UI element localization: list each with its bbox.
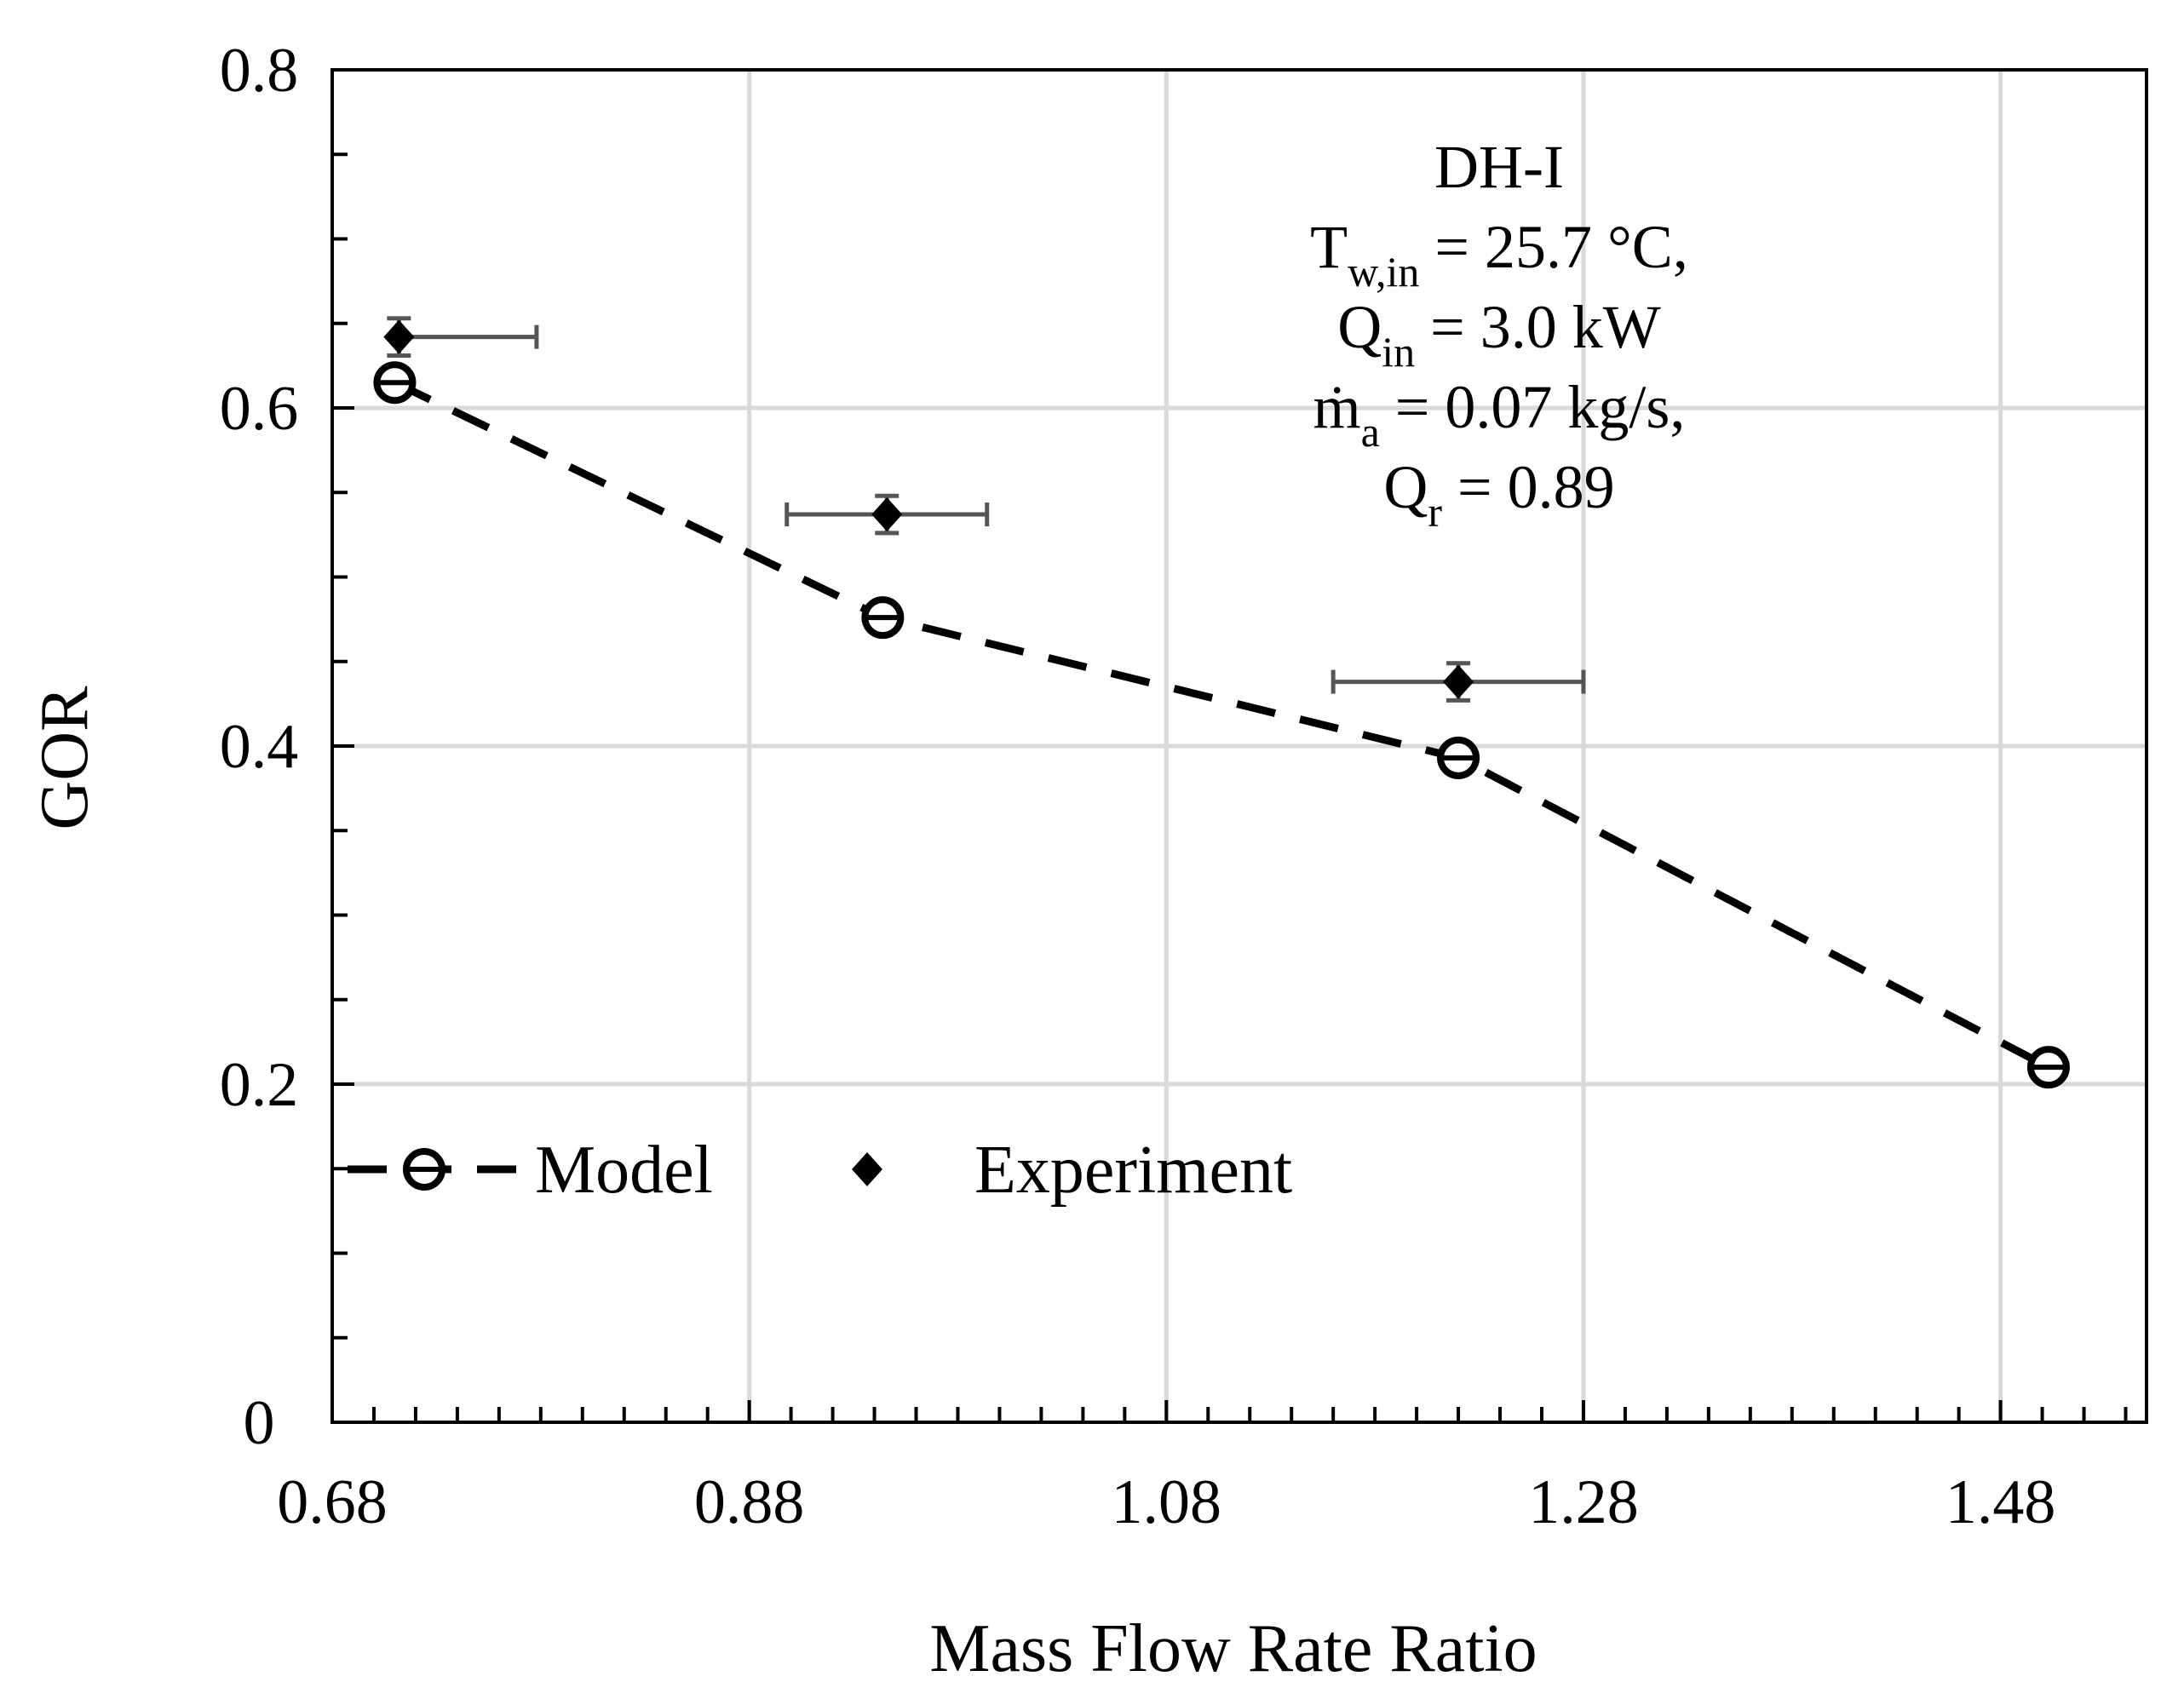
x-tick-label: 0.68 [277,1467,388,1537]
annotation-line-1: DH-I [1434,133,1564,201]
annotation-line-3: Qin = 3.0 kW [1337,293,1661,376]
experiment-point [1443,664,1474,699]
model-line [393,379,2051,1071]
series [373,316,2070,1089]
y-tick-label: 0 [244,1388,275,1458]
annotation-line-4: ṁa = 0.07 kg/s, [1313,373,1686,456]
x-tick-label: 1.08 [1112,1467,1222,1537]
legend-model-label: Model [535,1133,713,1208]
x-tick-label: 0.88 [694,1467,805,1537]
experiment-point [871,497,903,532]
y-tick-label: 0.6 [220,374,299,444]
x-tick-label: 1.48 [1945,1467,2056,1537]
legend: Model Experiment [348,1133,1292,1208]
grid [332,70,2147,1422]
annotation-line-5: Qr = 0.89 [1383,453,1614,536]
x-axis-title: Mass Flow Rate Ratio [929,1611,1537,1686]
x-tick-label: 1.28 [1528,1467,1639,1537]
y-tick-label: 0.8 [220,36,299,106]
y-axis-title: GOR [27,686,102,830]
y-tick-label: 0.2 [220,1050,299,1120]
legend-experiment-marker [852,1152,882,1186]
annotation-line-2: Tw,in = 25.7 °C, [1310,213,1688,296]
legend-experiment-label: Experiment [974,1133,1292,1208]
y-tick-label: 0.4 [220,712,299,782]
annotation: DH-I Tw,in = 25.7 °C, Qin = 3.0 kW ṁa = … [1310,133,1688,536]
axis-ticks: 0.68 0.88 1.08 1.28 1.48 0 0.2 0.4 0.6 0.8 [220,36,2128,1537]
experiment-point [383,319,415,354]
